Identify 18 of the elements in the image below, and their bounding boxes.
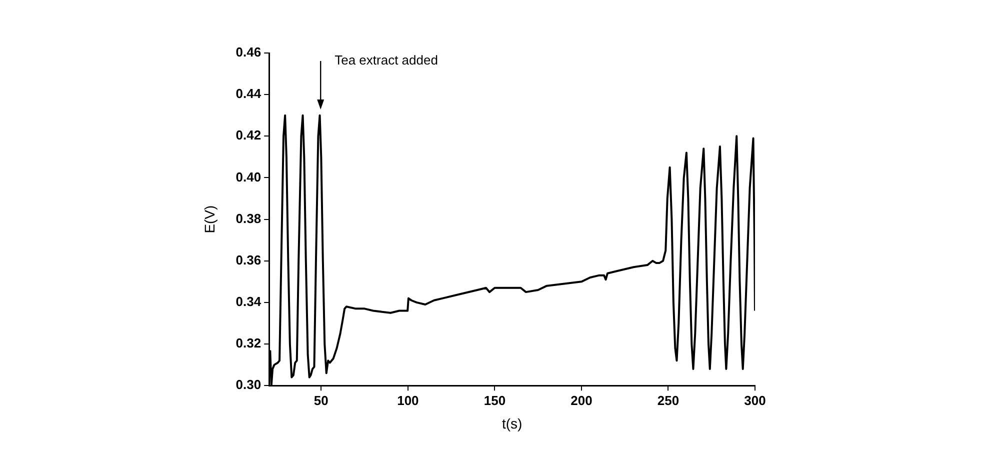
y-axis-title: E(V) [201,205,218,234]
x-tick-label: 100 [397,392,419,408]
y-tick-label: 0.32 [236,336,262,351]
x-tick-label: 200 [570,392,592,408]
x-tick-label: 250 [657,392,680,408]
y-tick-label: 0.44 [236,86,262,102]
y-tick-label: 0.42 [236,128,262,143]
annotation: Tea extract added [334,52,438,68]
y-tick-label: 0.30 [236,377,262,392]
x-tick-label: 50 [314,392,328,408]
y-tick-label: 0.46 [236,44,262,60]
x-tick-label: 300 [744,392,766,408]
y-tick-label: 0.38 [236,210,262,226]
y-tick-label: 0.40 [236,169,262,184]
x-tick-label: 150 [484,392,506,408]
x-axis-title: t(s) [502,415,522,432]
y-tick-label: 0.36 [236,252,262,268]
y-tick-label: 0.34 [236,294,262,310]
